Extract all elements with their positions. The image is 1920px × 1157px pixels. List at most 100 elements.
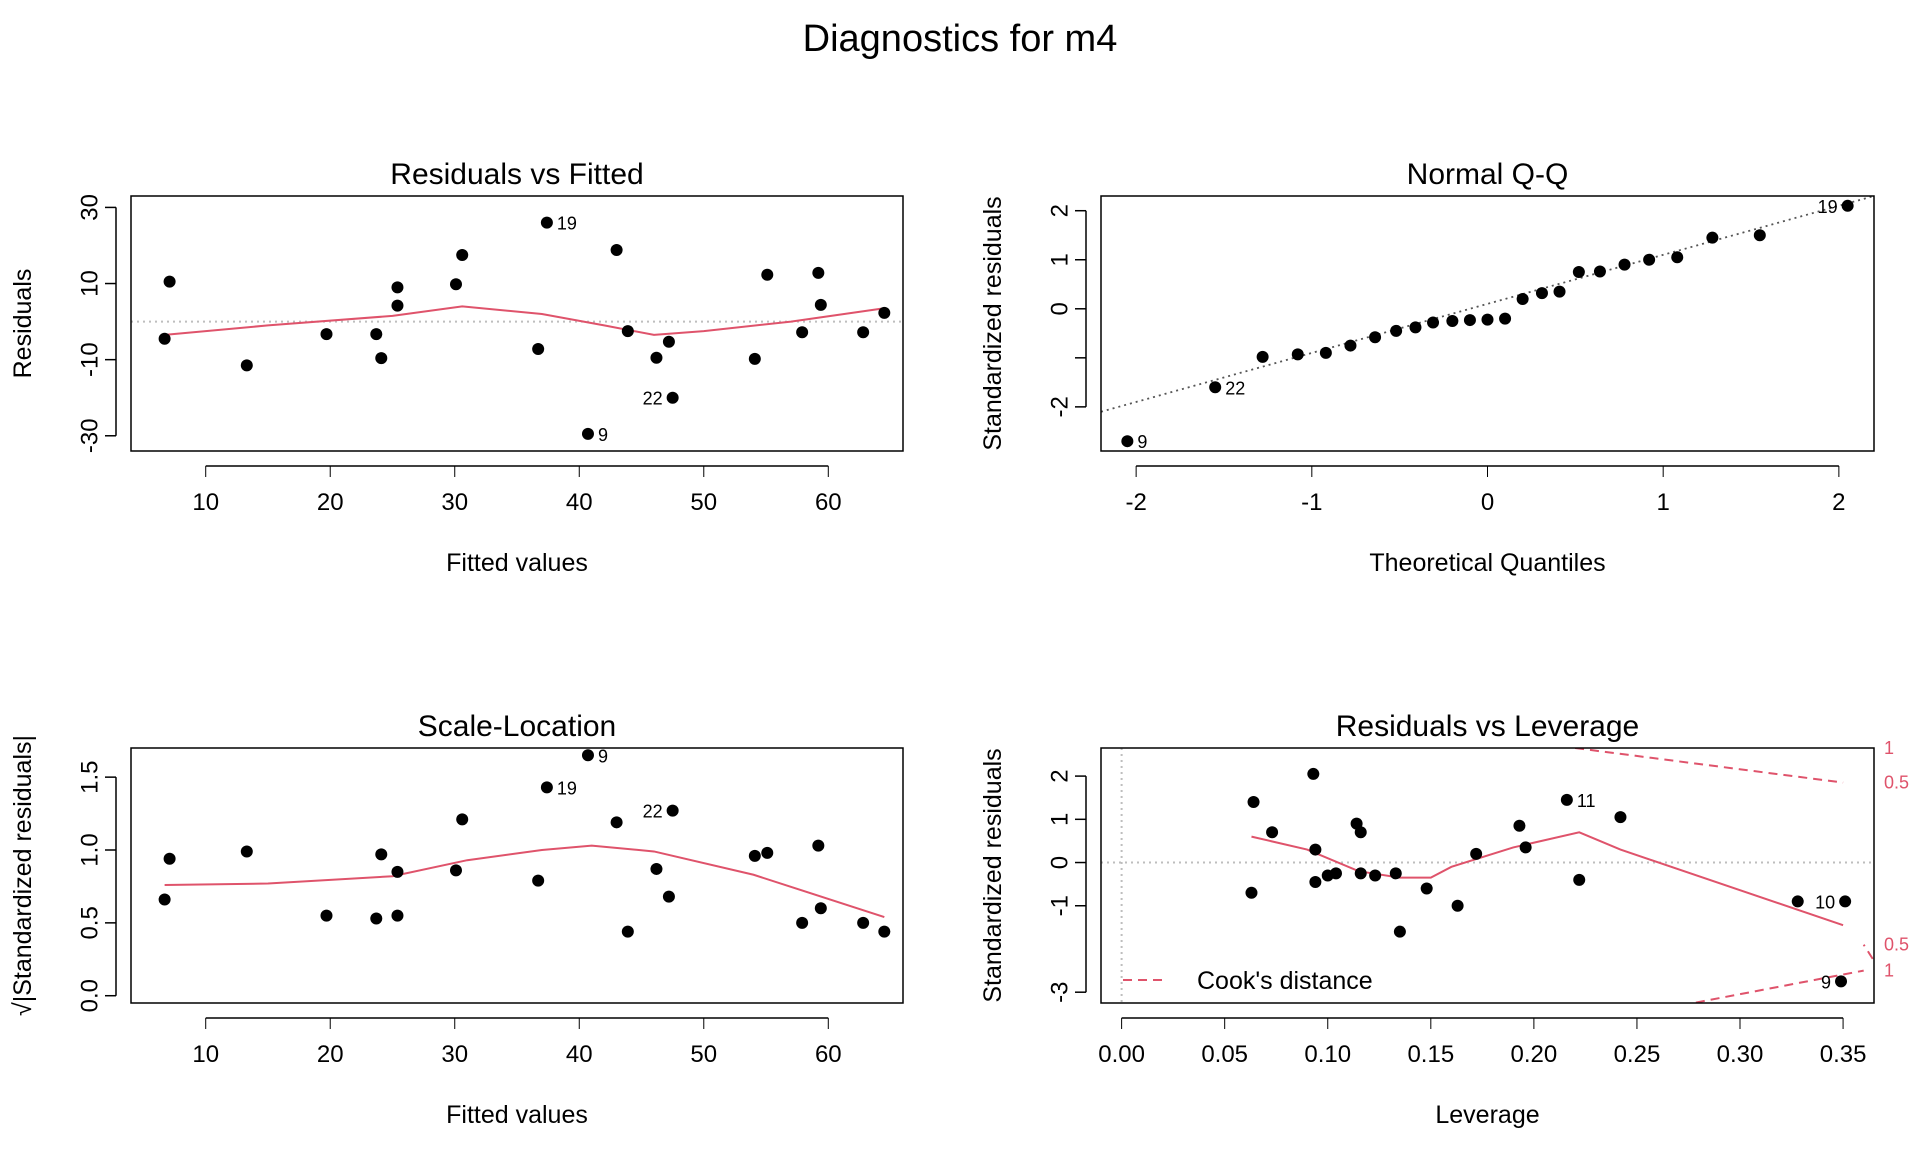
data-point — [666, 391, 679, 404]
plot-frame — [130, 747, 904, 1004]
data-point — [391, 299, 404, 312]
data-point — [240, 845, 253, 858]
point-label: 19 — [1818, 197, 1838, 217]
data-point — [1427, 316, 1440, 329]
data-point — [666, 804, 679, 817]
data-point — [1245, 886, 1258, 899]
smooth-line — [164, 844, 885, 918]
data-point — [1390, 324, 1403, 337]
data-point — [748, 352, 761, 365]
data-point — [662, 890, 675, 903]
data-point — [748, 849, 761, 862]
y-axis-label: Residuals — [9, 269, 37, 379]
data-point — [1354, 867, 1367, 880]
cooks-distance-curve — [1862, 944, 1874, 963]
data-point — [814, 298, 827, 311]
data-point — [370, 912, 383, 925]
point-label: 22 — [1225, 378, 1245, 398]
data-point — [449, 278, 462, 291]
legend-label: Cook's distance — [1197, 967, 1373, 995]
x-tick-label: 0 — [1481, 489, 1494, 516]
x-axis-label: Fitted values — [446, 1101, 588, 1129]
data-point — [1121, 435, 1134, 448]
data-point — [540, 781, 553, 794]
point-label: 9 — [1137, 432, 1147, 452]
data-point — [581, 427, 594, 440]
data-point — [814, 902, 827, 915]
data-point — [796, 916, 809, 929]
data-point — [1463, 314, 1476, 327]
data-point — [878, 306, 891, 319]
point-label: 9 — [598, 425, 608, 445]
y-tick-label: 0 — [1046, 302, 1073, 315]
plot-area — [164, 844, 885, 918]
data-point — [1369, 331, 1382, 344]
main-title: Diagnostics for m4 — [802, 18, 1118, 60]
y-tick-label: -1 — [1046, 895, 1073, 916]
data-point — [1835, 975, 1848, 988]
x-tick-label: 10 — [192, 489, 219, 516]
smooth-line — [164, 305, 885, 336]
y-axis-label: √|Standardized residuals| — [9, 735, 37, 1016]
x-tick-label: 0.25 — [1614, 1041, 1661, 1068]
data-point — [1309, 843, 1322, 856]
data-point — [812, 266, 825, 279]
cooks-level-label: 1 — [1884, 961, 1894, 981]
plot-area — [1101, 196, 1874, 413]
x-tick-label: 40 — [566, 1041, 593, 1068]
data-point — [581, 749, 594, 762]
data-point — [1329, 867, 1342, 880]
point-label: 22 — [643, 389, 663, 409]
x-axis-label: Theoretical Quantiles — [1369, 549, 1605, 577]
data-point — [1256, 350, 1269, 363]
data-point — [857, 326, 870, 339]
data-point — [1209, 381, 1222, 394]
cooks-level-label: 1 — [1884, 738, 1894, 758]
data-point — [1516, 292, 1529, 305]
x-tick-label: 60 — [815, 489, 842, 516]
panel-2: 19 22 9 Normal Q-Q -2 -1 0 1 2 Theoretical Quanti… — [979, 158, 1875, 577]
x-tick-label: 20 — [317, 489, 344, 516]
y-tick-label: 0.0 — [76, 979, 103, 1012]
data-point — [1572, 266, 1585, 279]
data-point — [1344, 339, 1357, 352]
data-point — [1643, 253, 1656, 266]
data-point — [1266, 826, 1279, 839]
data-point — [391, 909, 404, 922]
y-tick-label: -30 — [76, 418, 103, 453]
data-point — [1535, 287, 1548, 300]
data-point — [1618, 258, 1631, 271]
y-tick-label: -10 — [76, 342, 103, 377]
data-point — [1451, 899, 1464, 912]
y-axis-label: Standardized residuals — [979, 196, 1007, 450]
x-tick-label: 0.15 — [1407, 1041, 1454, 1068]
y-tick-label: 1 — [1046, 253, 1073, 266]
y-tick-label: 1.0 — [76, 833, 103, 866]
data-point — [1841, 199, 1854, 212]
x-tick-label: 0.20 — [1511, 1041, 1558, 1068]
x-tick-label: 2 — [1832, 489, 1845, 516]
data-point — [662, 335, 675, 348]
data-point — [1614, 811, 1627, 824]
plot-frame — [1100, 195, 1875, 452]
y-tick-label: 2 — [1046, 769, 1073, 782]
data-point — [1519, 841, 1532, 854]
y-tick-label: 1.5 — [76, 760, 103, 793]
data-point — [540, 216, 553, 229]
x-tick-label: 30 — [441, 1041, 468, 1068]
data-point — [532, 874, 545, 887]
x-tick-label: 40 — [566, 489, 593, 516]
data-point — [391, 281, 404, 294]
panel-title: Normal Q-Q — [1407, 158, 1569, 191]
data-point — [1513, 819, 1526, 832]
x-tick-label: 0.05 — [1201, 1041, 1248, 1068]
data-point — [320, 909, 333, 922]
data-point — [761, 846, 774, 859]
data-point — [1470, 847, 1483, 860]
x-tick-label: 50 — [690, 489, 717, 516]
data-point — [1309, 875, 1322, 888]
data-point — [320, 328, 333, 341]
data-point — [1247, 796, 1260, 809]
